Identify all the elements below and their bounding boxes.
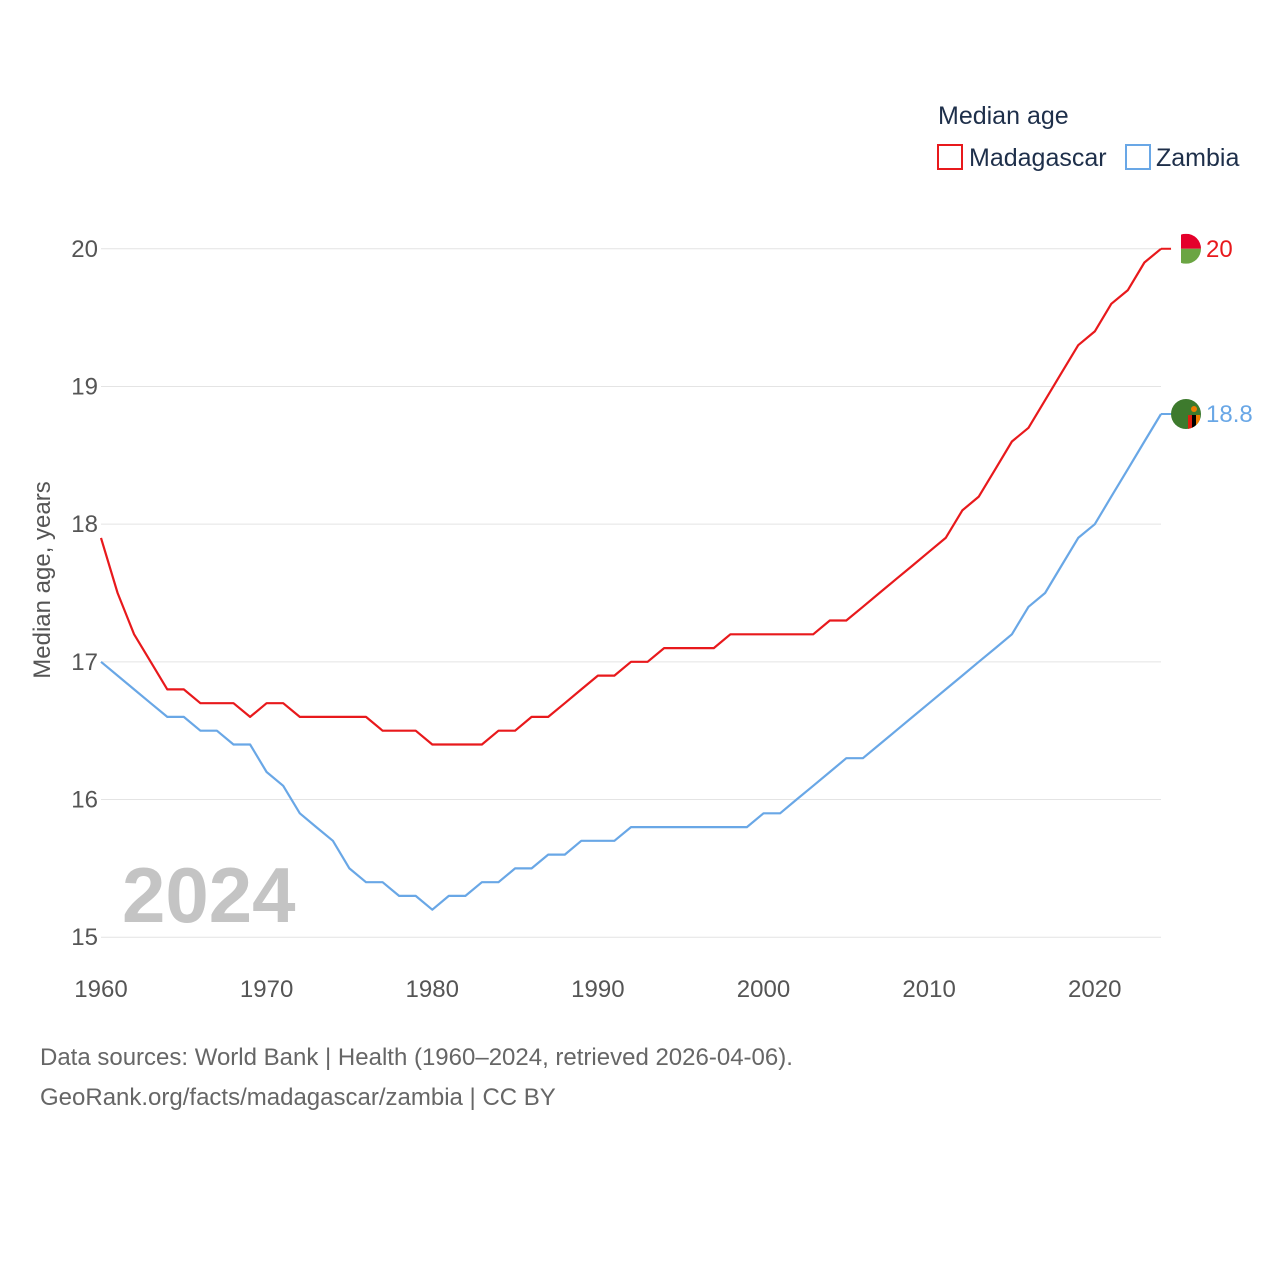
- y-tick-label-20: 20: [71, 236, 98, 263]
- legend-label-zambia[interactable]: Zambia: [1156, 144, 1239, 172]
- zambia-flag-icon: [1171, 399, 1201, 429]
- legend-swatch-zambia[interactable]: [1125, 144, 1151, 170]
- series-end-markers: 20 18.8: [1161, 233, 1253, 429]
- end-value-label-zambia: 18.8: [1206, 401, 1253, 428]
- flag-part: [1181, 233, 1201, 249]
- y-tick-label-16: 16: [71, 787, 98, 814]
- flag-part: [1191, 406, 1197, 412]
- x-tick-label-1980: 1980: [406, 976, 459, 1003]
- x-tick-label-1990: 1990: [571, 976, 624, 1003]
- x-tick-label-1970: 1970: [240, 976, 293, 1003]
- legend-label-madagascar[interactable]: Madagascar: [969, 144, 1107, 172]
- x-tick-label-2020: 2020: [1068, 976, 1121, 1003]
- legend: Median age Madagascar Zambia: [937, 102, 1239, 172]
- y-tick-label-17: 17: [71, 649, 98, 676]
- madagascar-flag-icon: [1171, 233, 1201, 264]
- series-line-zambia[interactable]: [100, 413, 1162, 911]
- current-year-watermark: 2024: [122, 851, 296, 939]
- end-value-label-madagascar: 20: [1206, 236, 1233, 263]
- x-tick-label-2010: 2010: [902, 976, 955, 1003]
- credit-link[interactable]: GeoRank.org/facts/madagascar/zambia | CC…: [40, 1084, 556, 1111]
- flag-part: [1188, 415, 1192, 429]
- grid-lines: [101, 248, 1161, 938]
- legend-title: Median age: [938, 102, 1069, 130]
- x-tick-label-2000: 2000: [737, 976, 790, 1003]
- legend-swatch-madagascar[interactable]: [937, 144, 963, 170]
- flag-part: [1196, 415, 1200, 429]
- series-lines: [99, 247, 1162, 911]
- y-axis-title: Median age, years: [29, 481, 56, 678]
- flag-part: [1181, 248, 1201, 264]
- y-tick-label-19: 19: [71, 373, 98, 400]
- y-tick-label-15: 15: [71, 924, 98, 951]
- x-axis-ticks: 1960 1970 1980 1990 2000 2010 2020: [74, 976, 1121, 1003]
- y-tick-label-18: 18: [71, 511, 98, 538]
- data-source-note: Data sources: World Bank | Health (1960–…: [40, 1044, 793, 1071]
- series-line-madagascar[interactable]: [99, 247, 1162, 746]
- x-tick-label-1960: 1960: [74, 976, 127, 1003]
- y-axis-ticks: 15 16 17 18 19 20: [71, 236, 98, 951]
- flag-part: [1192, 415, 1196, 429]
- flag-part: [1171, 233, 1181, 264]
